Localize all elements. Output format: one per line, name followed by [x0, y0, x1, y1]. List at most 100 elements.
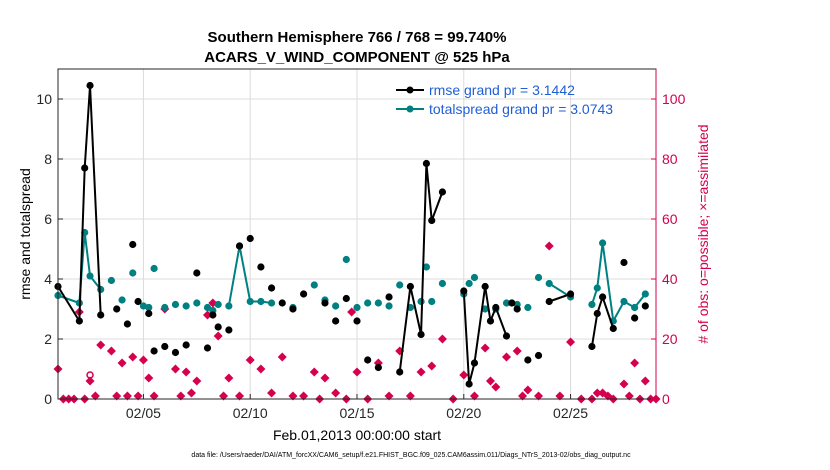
obs-assimilated-marker [299, 391, 309, 401]
rmse-point [113, 305, 121, 313]
totalspread-point [374, 299, 382, 307]
obs-assimilated-marker [245, 355, 255, 365]
rmse-point [182, 341, 190, 349]
obs-assimilated-marker [106, 346, 116, 356]
totalspread-point [86, 272, 94, 280]
obs-assimilated-marker [192, 376, 202, 386]
obs-assimilated-marker [518, 391, 528, 401]
totalspread-point [171, 300, 180, 309]
rmse-point [486, 317, 495, 325]
rmse-point [406, 282, 414, 291]
obs-assimilated-marker [523, 385, 533, 395]
rmse-point [428, 216, 436, 225]
obs-assimilated-marker [117, 358, 127, 368]
totalspread-point [599, 239, 607, 247]
totalspread-point [203, 303, 212, 312]
rmse-point [631, 314, 639, 322]
rmse-point [129, 240, 137, 249]
totalspread-point [145, 303, 153, 312]
obs-possible-marker [86, 371, 94, 379]
totalspread-point [465, 279, 473, 288]
obs-assimilated-marker [219, 391, 229, 401]
obs-assimilated-marker [592, 388, 602, 398]
rmse-point [145, 309, 153, 318]
obs-assimilated-marker [512, 346, 522, 356]
totalspread-point [481, 305, 489, 313]
chart-title: Southern Hemisphere 766 / 768 = 99.740% … [204, 29, 510, 66]
rmse-point [150, 347, 158, 355]
rmse-point [588, 342, 596, 351]
rmse-point [203, 344, 212, 352]
obs-assimilated-marker [624, 391, 634, 401]
totalspread-point [107, 276, 115, 285]
rmse-point [123, 320, 132, 328]
rmse-line-segment [57, 285, 81, 322]
totalspread-point [385, 302, 393, 310]
obs-assimilated-marker [133, 391, 143, 401]
obs-assimilated-marker [502, 352, 511, 362]
rmse-point [134, 297, 142, 306]
rmse-point [620, 258, 628, 267]
totalspread-line-segment [57, 294, 80, 304]
rmse-line-segment [420, 163, 444, 335]
obs-assimilated-marker [170, 364, 180, 374]
totalspread-point [620, 297, 628, 306]
rmse-point [417, 330, 425, 339]
totalspread-point [150, 264, 158, 273]
rmse-point [396, 368, 404, 376]
totalspread-point [257, 297, 265, 306]
rmse-line-segment [548, 293, 571, 303]
obs-assimilated-marker [544, 241, 554, 251]
rmse-point [385, 293, 393, 301]
rmse-point [465, 380, 473, 388]
totalspread-point [631, 303, 639, 312]
footnote: data file: /Users/raeder/DAI/ATM_forcXX/… [191, 452, 631, 459]
totalspread-point [246, 297, 254, 306]
totalspread-point [310, 281, 318, 289]
totalspread-point [641, 290, 649, 298]
rmse-point [641, 302, 649, 310]
totalspread-point [353, 303, 361, 312]
rmse-point [470, 359, 479, 367]
obs-assimilated-marker [352, 367, 362, 377]
y-tick-label: 4 [44, 271, 52, 287]
obs-assimilated-marker [485, 376, 495, 386]
x-axis-label: Feb.01,2013 00:00:00 start [273, 427, 441, 443]
totalspread-point [225, 302, 233, 310]
obs-assimilated-marker [235, 391, 245, 401]
y-right-tick-label: 20 [662, 331, 678, 347]
grid-lines [58, 69, 656, 400]
title-line-2: ACARS_V_WIND_COMPONENT @ 525 hPa [204, 49, 510, 66]
rmse-point [278, 299, 286, 307]
y-tick-label: 6 [44, 211, 52, 227]
obs-assimilated-marker [534, 391, 544, 401]
rmse-point [332, 317, 340, 325]
rmse-point [513, 305, 521, 313]
obs-assimilated-marker [144, 373, 154, 383]
obs-assimilated-marker [619, 379, 629, 389]
obs-assimilated-marker [491, 382, 501, 392]
rmse-line-segment [462, 286, 487, 385]
rmse-line-segment [78, 85, 102, 322]
rmse-line-segment [590, 293, 615, 347]
rmse-point [374, 363, 382, 372]
y-right-tick-label: 100 [662, 91, 686, 107]
obs-assimilated-marker [90, 391, 100, 401]
x-tick-label: 02/05 [126, 405, 161, 421]
obs-assimilated-marker [181, 367, 191, 377]
rmse-point [97, 311, 105, 319]
obs-assimilated-marker [85, 376, 95, 386]
obs-assimilated-marker [213, 331, 223, 341]
rmse-point [492, 303, 500, 312]
series-layer [53, 81, 661, 404]
rmse-point [342, 294, 350, 303]
rmse-point [321, 299, 329, 307]
totalspread-point [593, 284, 601, 292]
obs-assimilated-marker [630, 358, 640, 368]
totalspread-line-segment [590, 242, 615, 322]
y-right-tick-label: 80 [662, 151, 678, 167]
obs-assimilated-marker [288, 391, 298, 401]
rmse-point [161, 342, 169, 351]
obs-assimilated-marker [566, 337, 576, 347]
obs-assimilated-marker [427, 361, 437, 371]
